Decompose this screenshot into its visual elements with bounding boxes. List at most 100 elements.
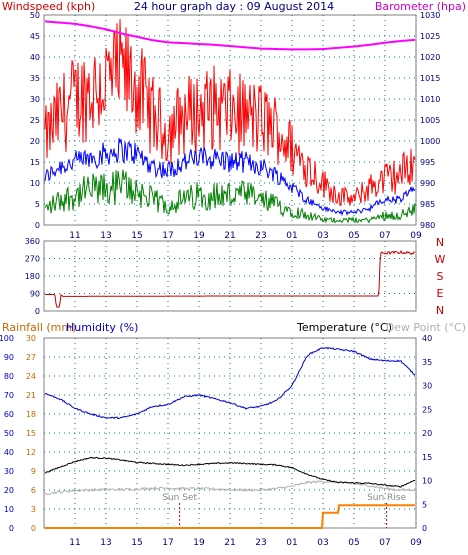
humidity-axis: 0 10 20 30 40 50 60 70 80 90 100 [0,334,14,533]
rainfall-tick-label: 30 [26,334,36,343]
windspeed-tick-label: 30 [30,95,40,104]
x-tick-label: 13 [100,231,111,241]
barometer-tick-label: 1000 [420,137,440,146]
direction-tick-label: 180 [25,272,40,281]
humidity-axis-title: Humidity (%) [66,321,138,334]
temperature-tick-label: 10 [422,477,432,486]
rainfall-tick-label: 21 [26,391,36,400]
humidity-tick-label: 20 [4,486,14,495]
compass-label: E [437,287,444,300]
x-tick-label: 03 [317,231,328,241]
humidity-tick-label: 60 [4,410,14,419]
barometer-tick-label: 1025 [420,32,440,41]
humidity-tick-label: 80 [4,372,14,381]
rainfall-axis: 0 3 6 9 12 15 18 21 24 27 30 [26,334,36,533]
temperature-tick-label: 25 [422,405,432,414]
direction-grid [44,241,417,311]
temperature-tick-label: 40 [422,334,432,343]
direction-tick-label: 90 [30,290,40,299]
compass-label: N [436,304,444,317]
temperature-axis: 0 5 10 15 20 25 30 35 40 [422,334,432,533]
x-tick-label: 05 [348,231,359,241]
barometer-tick-label: 1030 [420,11,440,20]
wind-series [44,19,416,224]
rainfall-tick-label: 15 [26,429,36,438]
windspeed-tick-label: 50 [30,11,40,20]
direction-left-axis: 0 90 180 270 360 [25,237,40,316]
rainfall-line [45,504,415,529]
rainfall-tick-label: 0 [31,524,36,533]
chart-title: 24 hour graph day : 09 August 2014 [134,0,334,13]
x-tick-label: 09 [410,538,422,548]
barometer-tick-label: 1020 [420,53,440,62]
x-tick-label: 09 [410,231,422,241]
windspeed-tick-label: 0 [35,221,40,230]
direction-tick-label: 270 [25,255,40,264]
windspeed-tick-label: 25 [30,116,40,125]
humidity-tick-label: 50 [4,429,14,438]
wind-average-line [44,138,416,217]
barometer-axis-title: Barometer (hpa) [375,0,466,13]
temperature-axis-title: Temperature (°C) [296,321,392,334]
x-tick-label: 17 [162,538,173,548]
x-tick-label: 15 [131,538,142,548]
barometer-tick-label: 1010 [420,95,440,104]
compass-label: W [435,253,446,266]
humidity-tick-label: 10 [4,505,14,514]
wind-x-axis: 11 13 15 17 19 21 23 01 03 05 07 09 [69,231,422,241]
direction-tick-label: 0 [35,307,40,316]
rainfall-axis-title: Rainfall (mm) [2,321,76,334]
humidity-tick-label: 40 [4,448,14,457]
humidity-tick-label: 100 [0,334,14,343]
x-tick-label: 07 [379,231,390,241]
rainfall-tick-label: 27 [26,353,36,362]
compass-label: N [436,236,444,249]
humidity-tick-label: 0 [9,524,14,533]
windspeed-axis-title: Windspeed (kph) [2,0,95,13]
rainfall-tick-label: 24 [26,372,36,381]
dewpoint-axis-title: Dew Point (°C) [386,321,466,334]
climate-grid [44,338,417,528]
x-tick-label: 13 [100,538,111,548]
x-tick-label: 21 [224,231,235,241]
x-tick-label: 05 [348,538,359,548]
windspeed-tick-label: 35 [30,74,40,83]
barometer-tick-label: 980 [420,221,435,230]
barometer-tick-label: 990 [420,179,435,188]
x-tick-label: 11 [69,231,80,241]
rainfall-tick-label: 3 [31,505,36,514]
temperature-tick-label: 35 [422,358,432,367]
wind-direction-line [45,250,416,308]
windspeed-tick-label: 20 [30,137,40,146]
wind-left-axis: 0 5 10 15 20 25 30 35 40 45 50 [30,11,40,230]
temperature-tick-label: 15 [422,453,432,462]
x-tick-label: 19 [193,538,205,548]
climate-series [44,346,416,529]
windspeed-tick-label: 10 [30,179,40,188]
humidity-line [44,346,415,420]
wind-low-line [44,169,416,224]
direction-series [45,250,416,308]
climate-x-axis: 11 13 15 17 19 21 23 01 03 05 07 09 [69,538,422,548]
windspeed-tick-label: 5 [35,200,40,209]
humidity-tick-label: 30 [4,467,14,476]
humidity-tick-label: 70 [4,391,14,400]
windspeed-tick-label: 45 [30,32,40,41]
barometer-tick-label: 1005 [420,116,440,125]
x-tick-label: 23 [255,538,266,548]
x-tick-label: 21 [224,538,235,548]
dewpoint-line [44,480,416,495]
x-tick-label: 19 [193,231,205,241]
barometer-tick-label: 985 [420,200,435,209]
barometer-tick-label: 1015 [420,74,440,83]
temperature-tick-label: 0 [422,524,427,533]
temperature-tick-label: 5 [422,500,427,509]
barometer-tick-label: 995 [420,158,435,167]
barometer-line [44,20,416,51]
x-tick-label: 07 [379,538,390,548]
